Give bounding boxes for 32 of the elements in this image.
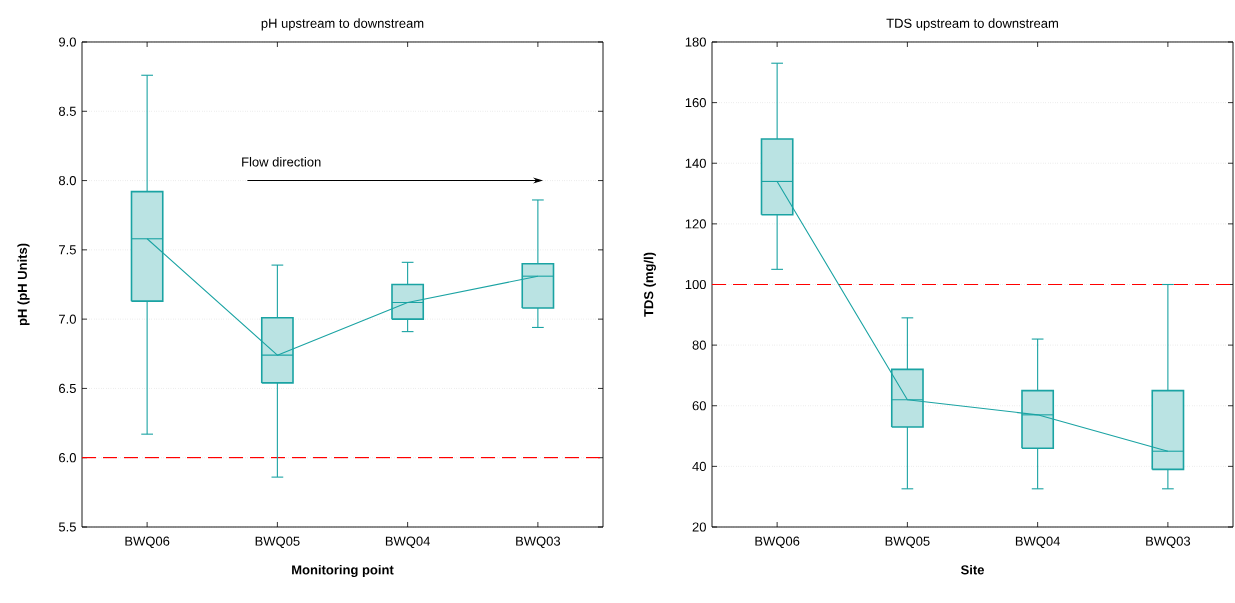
y-axis-title: TDS (mg/l) bbox=[643, 252, 656, 317]
chart-title: pH upstream to downstream bbox=[261, 18, 424, 31]
y-tick-label: 160 bbox=[685, 98, 706, 108]
y-tick-label: 8.5 bbox=[58, 106, 76, 116]
y-tick-label: 6.0 bbox=[59, 453, 76, 463]
chart-title: TDS upstream to downstream bbox=[886, 18, 1058, 31]
y-tick-label: 40 bbox=[692, 461, 706, 471]
y-tick-label: 8.0 bbox=[58, 175, 76, 186]
y-tick-label: 9.0 bbox=[59, 37, 76, 47]
y-tick-label: 60 bbox=[692, 401, 706, 411]
x-tick-label: BWQ04 bbox=[385, 536, 431, 549]
y-axis-title: pH (pH Units) bbox=[17, 243, 30, 326]
x-tick-label: BWQ06 bbox=[755, 536, 800, 549]
x-tick-label: BWQ04 bbox=[1015, 536, 1061, 549]
x-tick-label: BWQ05 bbox=[255, 536, 300, 549]
y-tick-label: 80 bbox=[692, 340, 706, 350]
y-tick-label: 7.0 bbox=[59, 314, 76, 324]
x-axis-title: Monitoring point bbox=[292, 564, 394, 578]
y-tick-label: 5.5 bbox=[58, 522, 76, 532]
y-tick-label: 180 bbox=[685, 37, 706, 47]
y-tick-label: 100 bbox=[685, 279, 706, 290]
x-axis-title: Site bbox=[960, 564, 984, 575]
x-tick-label: BWQ06 bbox=[125, 536, 170, 549]
x-tick-label: BWQ05 bbox=[885, 536, 930, 549]
y-tick-label: 20 bbox=[692, 522, 706, 532]
y-tick-label: 6.5 bbox=[59, 383, 76, 394]
x-tick-label: BWQ03 bbox=[1146, 536, 1191, 549]
annotation: Flow direction bbox=[242, 156, 321, 167]
y-tick-label: 7.5 bbox=[59, 245, 76, 255]
y-tick-label: 140 bbox=[685, 158, 706, 168]
x-tick-label: BWQ03 bbox=[516, 536, 561, 549]
y-tick-label: 120 bbox=[685, 219, 706, 229]
